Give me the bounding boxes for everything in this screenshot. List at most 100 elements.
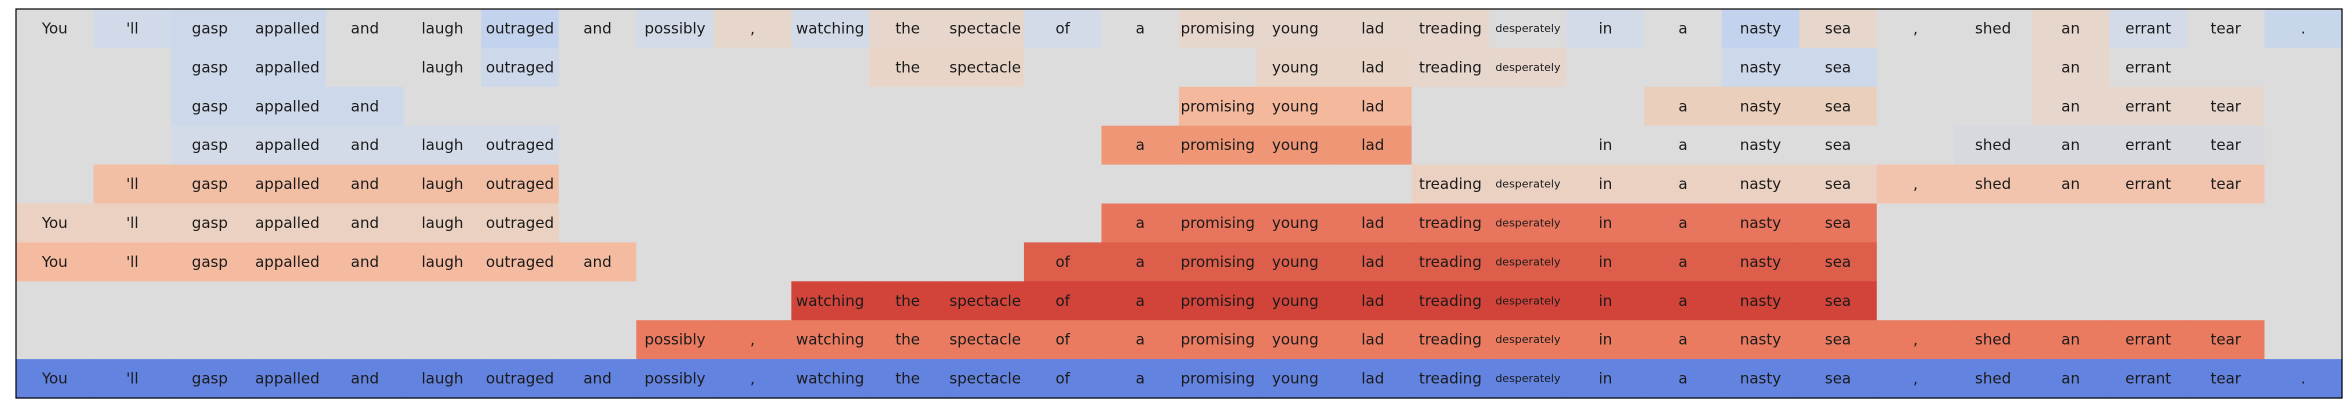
heatmap-cell	[1876, 47, 1955, 88]
plot-border	[15, 8, 2343, 399]
heatmap-cell	[1644, 86, 1723, 127]
heatmap-cell	[713, 47, 792, 88]
heatmap-cell	[1954, 281, 2033, 321]
token-label: treading	[1419, 292, 1482, 310]
heatmap-cell	[946, 281, 1025, 321]
token-label: the	[895, 58, 920, 76]
heatmap-cell	[1799, 164, 1878, 205]
token-label: appalled	[255, 370, 320, 388]
heatmap-cell	[481, 203, 560, 243]
heatmap-cell	[1023, 242, 1103, 282]
token-label: errant	[2125, 19, 2171, 37]
heatmap-cell	[713, 9, 792, 49]
heatmap-cell	[1023, 9, 1103, 49]
token-label: ,	[1913, 19, 1918, 37]
heatmap-cell	[248, 242, 327, 282]
heatmap-cell	[1179, 281, 1258, 321]
heatmap-cell	[636, 359, 715, 399]
heatmap-cell	[93, 242, 172, 282]
heatmap-cell	[1954, 9, 2033, 49]
token-label: laugh	[421, 19, 463, 37]
token-label: errant	[2125, 136, 2171, 154]
heatmap-cell	[1179, 203, 1258, 243]
token-label: an	[2061, 19, 2080, 37]
heatmap-cell	[1489, 320, 1568, 360]
heatmap-cell	[1179, 9, 1258, 49]
heatmap-cell	[1876, 242, 1955, 282]
token-label: nasty	[1740, 292, 1781, 310]
heatmap-cell	[248, 281, 327, 321]
heatmap-cell	[1954, 125, 2033, 166]
heatmap-cell	[2186, 203, 2266, 243]
heatmap-cell	[1721, 281, 1800, 321]
heatmap-cell	[248, 320, 327, 360]
heatmap-cell	[171, 86, 250, 127]
heatmap-cell	[1876, 86, 1955, 127]
token-label: lad	[1361, 331, 1384, 349]
heatmap-cell	[1179, 125, 1258, 166]
token-label: nasty	[1740, 253, 1781, 271]
token-label: outraged	[486, 214, 554, 232]
heatmap-cell	[558, 359, 637, 399]
token-label: a	[1678, 370, 1687, 388]
token-label: lad	[1361, 136, 1384, 154]
heatmap-cell	[16, 359, 95, 399]
heatmap-cell	[713, 164, 792, 205]
heatmap-cell	[93, 9, 172, 49]
token-label: laugh	[421, 370, 463, 388]
heatmap-cell	[1101, 359, 1180, 399]
heatmap-cell	[1876, 125, 1955, 166]
heatmap-cell	[713, 320, 792, 360]
token-label: a	[1678, 292, 1687, 310]
token-label: in	[1599, 292, 1613, 310]
token-label: errant	[2125, 175, 2171, 193]
heatmap-cell	[1566, 47, 1645, 88]
token-label: treading	[1419, 370, 1482, 388]
heatmap-cell	[16, 125, 95, 166]
token-label: spectacle	[949, 331, 1021, 349]
token-label: ,	[750, 370, 755, 388]
heatmap-cell	[1489, 164, 1568, 205]
token-label: and	[351, 253, 379, 271]
token-label: errant	[2125, 370, 2171, 388]
heatmap-cell	[1411, 359, 1490, 399]
heatmap-row-2: gasp appalled and promising young lad a nasty se…	[16, 86, 2343, 127]
heatmap-cell	[1256, 125, 1335, 166]
token-label: possibly	[644, 19, 705, 37]
heatmap-cell	[1644, 281, 1723, 321]
heatmap-cell	[946, 320, 1025, 360]
heatmap-cell	[1101, 86, 1180, 127]
heatmap-cell	[1334, 320, 1413, 360]
token-label: of	[1055, 19, 1070, 37]
heatmap-cell	[791, 164, 870, 205]
token-label: promising	[1181, 97, 1255, 115]
token-label: sea	[1825, 175, 1851, 193]
token-label: young	[1272, 370, 1319, 388]
heatmap-cell	[326, 86, 405, 127]
token-label: young	[1272, 253, 1319, 271]
heatmap-cell	[1721, 203, 1800, 243]
heatmap-cell	[16, 164, 95, 205]
heatmap-cell	[481, 125, 560, 166]
token-label: 'll	[126, 370, 138, 388]
token-label: treading	[1419, 214, 1482, 232]
token-label: young	[1272, 136, 1319, 154]
heatmap-cell	[868, 281, 947, 321]
heatmap-cell	[171, 359, 250, 399]
heatmap-cell	[713, 86, 792, 127]
token-label: lad	[1361, 97, 1384, 115]
token-label: laugh	[421, 136, 463, 154]
token-label: sea	[1825, 58, 1851, 76]
token-label: desperately	[1495, 216, 1561, 229]
heatmap-cell	[1179, 47, 1258, 88]
token-label: outraged	[486, 370, 554, 388]
token-label: shed	[1975, 370, 2011, 388]
heatmap-cell	[1566, 9, 1645, 49]
heatmap-cell	[1101, 164, 1180, 205]
heatmap-cell	[16, 47, 95, 88]
heatmap-cell	[403, 203, 482, 243]
token-label: nasty	[1740, 175, 1781, 193]
token-label: a	[1136, 136, 1145, 154]
heatmap-cell	[93, 47, 172, 88]
heatmap-cell	[248, 164, 327, 205]
